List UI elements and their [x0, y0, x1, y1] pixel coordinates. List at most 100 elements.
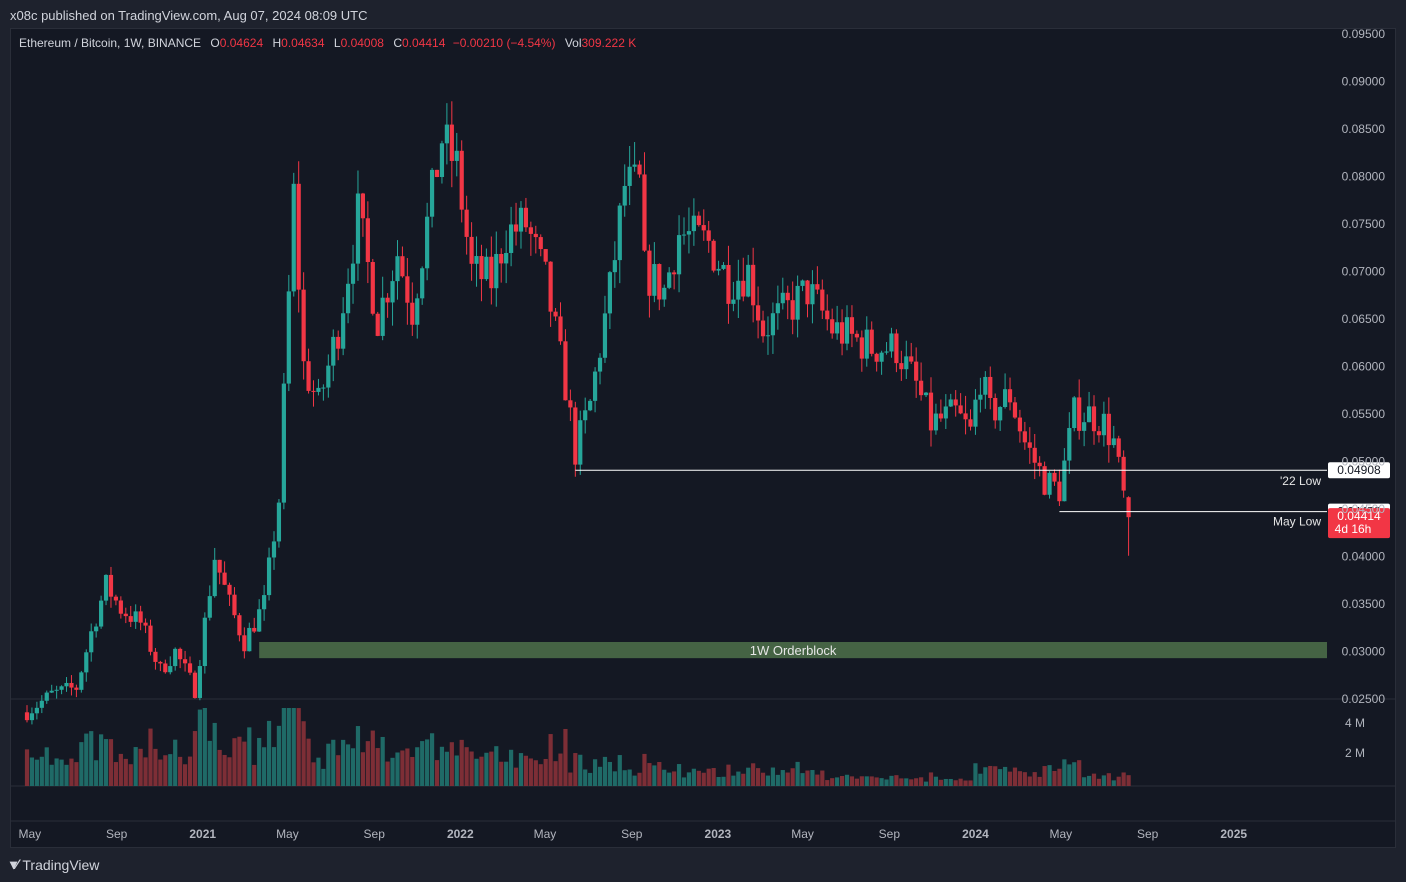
volume-bar [716, 776, 721, 786]
volume-bar [711, 768, 716, 786]
time-tick-label: May [18, 827, 41, 841]
candle-body [410, 302, 415, 325]
volume-bar [509, 749, 514, 786]
volume-bar [914, 778, 919, 786]
candle-body [370, 262, 375, 314]
volume-bar [464, 747, 469, 786]
volume-bar [306, 738, 311, 786]
last-price-text: 0.04414 [1337, 509, 1381, 523]
candle-body [64, 682, 69, 687]
volume-bar [1012, 767, 1018, 786]
volume-bar [894, 775, 899, 786]
volume-bar [94, 760, 99, 786]
candle-body [212, 559, 217, 597]
candle-body [899, 363, 904, 370]
volume-bar [326, 743, 331, 786]
candle-body [632, 164, 637, 167]
candle-body [257, 609, 262, 632]
candle-body [405, 276, 410, 303]
candle-body [202, 617, 207, 667]
candle-body [1042, 466, 1047, 495]
candle-body [365, 218, 370, 263]
candle-body [489, 256, 494, 289]
volume-bar [953, 780, 958, 786]
candle-body [113, 596, 119, 601]
candle-body [736, 280, 741, 300]
candle-body [237, 615, 242, 636]
volume-bar [262, 747, 267, 786]
candle-body [800, 280, 805, 286]
candle-body [345, 283, 351, 314]
candle-body [375, 313, 380, 336]
candle-body [74, 687, 79, 690]
volume-bar [79, 742, 84, 786]
volume-bar [854, 778, 859, 786]
candle-body [1057, 481, 1062, 502]
volume-bar [780, 770, 785, 786]
ohlc-legend: Ethereum / Bitcoin, 1W, BINANCE O0.04624… [19, 36, 636, 50]
candle-body [459, 150, 464, 210]
volume-key: Vol [564, 36, 582, 50]
candle-body [1002, 389, 1008, 408]
volume-bar [1101, 775, 1106, 786]
candle-body [780, 292, 785, 304]
candle-body [958, 405, 963, 414]
candle-body [1086, 406, 1092, 423]
volume-bar [652, 765, 657, 786]
candle-body [627, 166, 632, 186]
volume-bar [400, 750, 405, 786]
volume-bar [647, 763, 652, 786]
volume-bar [276, 725, 282, 786]
candle-body [281, 383, 286, 503]
candle-body [602, 313, 608, 358]
price-tick-label: 0.07000 [1342, 265, 1386, 279]
symbol-label[interactable]: Ethereum / Bitcoin, 1W, BINANCE [19, 36, 202, 50]
candle-body [98, 600, 104, 627]
volume-bar [805, 770, 810, 786]
close-key: C [393, 36, 402, 50]
volume-bar [988, 765, 993, 786]
candle-body [938, 413, 943, 419]
volume-bar [375, 748, 380, 786]
tradingview-logo[interactable]: ▾⁄ TradingView [10, 856, 99, 873]
volume-bar [933, 776, 939, 786]
volume-bar [923, 781, 929, 786]
volume-bar [370, 730, 375, 786]
candle-body [978, 394, 983, 400]
candle-body [291, 183, 296, 292]
candle-body [380, 297, 385, 336]
volume-bar [785, 772, 790, 786]
volume-bar [741, 773, 746, 786]
candle-body [1037, 462, 1042, 467]
candle-body [953, 399, 958, 406]
candle-body [434, 169, 440, 177]
price-tick-label: 0.08000 [1342, 170, 1386, 184]
volume-bar [494, 746, 499, 786]
volume-bar [202, 708, 207, 786]
candle-body [1012, 402, 1018, 418]
orderblock-zone [259, 642, 1327, 659]
price-tick-label: 0.03500 [1342, 597, 1386, 611]
candle-body [182, 659, 188, 664]
time-tick-label: Sep [106, 827, 128, 841]
candle-body [1047, 472, 1052, 495]
volume-bar [54, 758, 59, 786]
candle-body [543, 249, 548, 262]
volume-bar [153, 748, 158, 786]
volume-bar [528, 758, 533, 786]
volume-bar [538, 764, 543, 786]
candle-body [588, 400, 593, 411]
candle-body [864, 329, 869, 359]
candle-body [286, 291, 291, 384]
orderblock-label: 1W Orderblock [750, 643, 837, 658]
candle-body [859, 337, 864, 359]
candle-body [820, 289, 825, 311]
candle-body [533, 233, 538, 238]
candle-body [79, 672, 84, 690]
candle-body [815, 284, 820, 290]
volume-bar [74, 762, 79, 786]
volume-bar [815, 774, 820, 786]
volume-bar [825, 780, 830, 786]
